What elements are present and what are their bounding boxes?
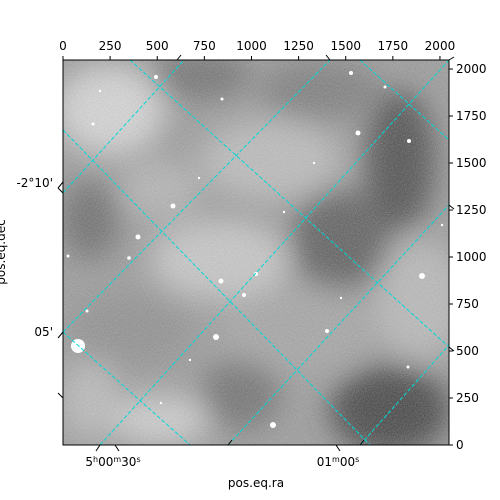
world-tick-mark xyxy=(227,439,233,446)
grid-line xyxy=(359,60,449,141)
star xyxy=(419,273,425,279)
star xyxy=(220,97,224,101)
world-tick-mark xyxy=(57,331,64,339)
world-tick-mark xyxy=(57,181,64,189)
star xyxy=(127,256,131,260)
world-tick-mark xyxy=(325,54,331,61)
y-pixel-tick-label: 1500 xyxy=(456,156,487,170)
star xyxy=(349,71,353,75)
x-pixel-tick-label: 500 xyxy=(146,39,169,53)
star xyxy=(170,203,176,209)
star xyxy=(407,139,411,143)
star xyxy=(254,272,258,276)
world-tick-mark xyxy=(335,444,341,452)
y-pixel-tick-label: 250 xyxy=(456,391,479,405)
grid-line xyxy=(63,60,331,333)
star xyxy=(270,422,276,428)
grid-line xyxy=(99,60,449,445)
pixel-axes: 0 250 500 750 1000 1250 1500 1750 2000 0 250 500 750… xyxy=(59,39,486,452)
x-pixel-tick-label: 1250 xyxy=(283,39,314,53)
star xyxy=(213,334,219,340)
y-pixel-tick-label: 0 xyxy=(456,438,464,452)
grid-line xyxy=(359,344,449,445)
star xyxy=(135,234,141,240)
star xyxy=(66,254,70,258)
star xyxy=(154,75,158,79)
ra-tick-label: 5h00m30s xyxy=(85,455,140,470)
x-pixel-tick-label: 250 xyxy=(99,39,122,53)
world-tick-mark xyxy=(114,444,120,452)
star xyxy=(242,293,246,297)
y-pixel-tick-label: 1750 xyxy=(456,109,487,123)
grid-line xyxy=(227,204,449,445)
y-pixel-tick-label: 1000 xyxy=(456,250,487,264)
y-pixel-tick-label: 2000 xyxy=(456,62,487,76)
star xyxy=(159,401,163,405)
grid-line xyxy=(63,331,191,445)
star xyxy=(355,130,361,136)
star xyxy=(440,223,444,227)
world-tick-mark xyxy=(57,392,64,399)
x-pixel-tick-label: 750 xyxy=(193,39,216,53)
coordinate-grid xyxy=(63,60,449,445)
star xyxy=(91,122,95,126)
star xyxy=(282,210,286,214)
star xyxy=(85,309,89,313)
x-pixel-tick-label: 1500 xyxy=(330,39,361,53)
world-tick-mark xyxy=(359,439,365,446)
world-tick-mark xyxy=(57,187,64,194)
y-axis-label: pos.eq.dec xyxy=(0,219,8,284)
star xyxy=(197,176,201,180)
star xyxy=(98,89,102,93)
dec-tick-label: -2°10' xyxy=(16,176,53,190)
world-tick-mark xyxy=(176,54,182,61)
star xyxy=(339,296,343,300)
star xyxy=(312,161,316,165)
x-pixel-tick-label: 2000 xyxy=(425,39,456,53)
world-axes: 5h00m30s 01m00s -2°10' 05' xyxy=(16,54,455,470)
x-pixel-tick-label: 0 xyxy=(59,39,67,53)
y-pixel-tick-label: 1250 xyxy=(456,203,487,217)
y-pixel-tick-label: 750 xyxy=(456,297,479,311)
star xyxy=(406,365,410,369)
x-axis-label: pos.eq.ra xyxy=(228,476,284,490)
world-tick-mark xyxy=(448,56,455,61)
star xyxy=(325,329,329,333)
star xyxy=(383,85,387,89)
star xyxy=(218,278,224,284)
dec-tick-label: 05' xyxy=(34,325,53,339)
world-tick-mark xyxy=(448,204,455,210)
grid-line xyxy=(129,60,449,348)
world-tick-mark xyxy=(448,346,455,352)
x-pixel-tick-label: 1750 xyxy=(378,39,409,53)
y-pixel-tick-label: 500 xyxy=(456,344,479,358)
world-tick-mark xyxy=(95,444,101,452)
ra-tick-label: 01m00s xyxy=(317,455,360,470)
plot-frame xyxy=(62,59,450,446)
star xyxy=(188,358,192,362)
x-pixel-tick-label: 1000 xyxy=(236,39,267,53)
grid-line xyxy=(63,129,371,445)
image-panel xyxy=(63,60,449,445)
